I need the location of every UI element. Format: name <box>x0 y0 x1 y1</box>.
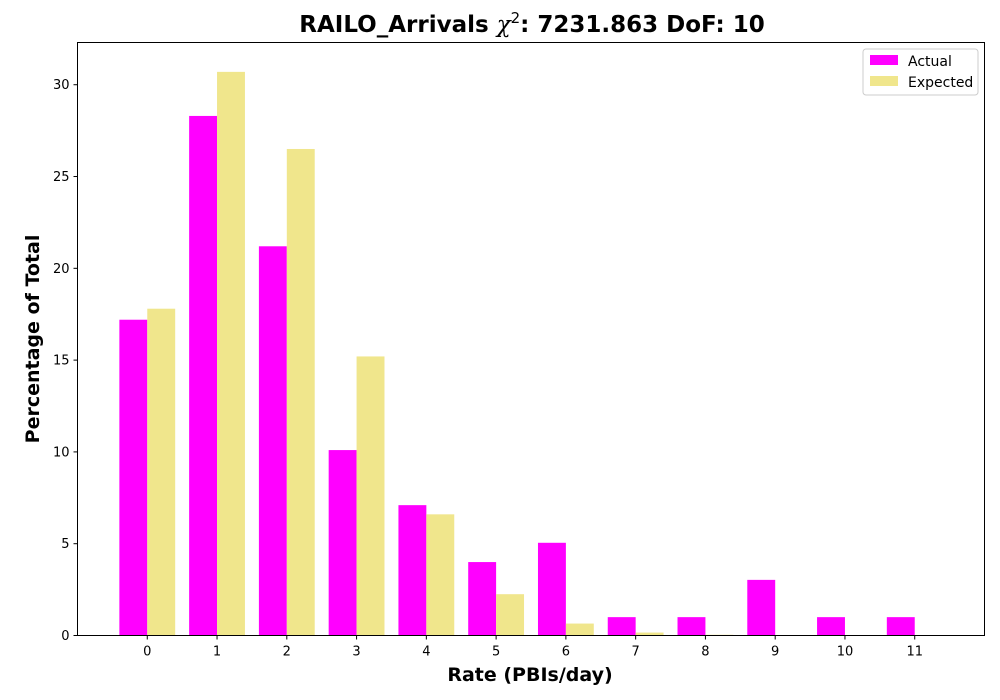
x-tick-label-1: 1 <box>213 645 221 660</box>
bar-actual-5 <box>468 562 497 636</box>
bar-expected-2 <box>286 148 315 636</box>
chart-title-superscript: 2 <box>511 9 521 27</box>
x-tick-label-8: 8 <box>701 645 709 660</box>
y-axis-ticks: 0 5 10 15 20 25 30 <box>53 78 78 644</box>
bar-actual-10 <box>817 617 845 636</box>
bar-actual-0 <box>119 319 148 636</box>
bar-actual-4 <box>398 505 427 636</box>
bar-actual-11 <box>886 617 915 636</box>
bar-actual-9 <box>747 579 776 636</box>
bar-actual-3 <box>328 450 357 636</box>
x-tick-label-3: 3 <box>352 645 360 660</box>
x-tick-label-10: 10 <box>837 645 854 660</box>
y-tick-label-30: 30 <box>53 78 70 93</box>
legend-swatch-expected <box>870 76 898 86</box>
x-tick-label-7: 7 <box>632 645 640 660</box>
legend-swatch-actual <box>870 55 898 65</box>
chart-title-chi-symbol: χ <box>495 12 513 38</box>
bar-expected-0 <box>147 308 176 636</box>
chart-title-prefix: RAILO_Arrivals <box>299 12 496 38</box>
bars-layer <box>119 71 915 636</box>
bar-expected-6 <box>565 623 594 636</box>
x-tick-label-5: 5 <box>492 645 500 660</box>
y-tick-label-10: 10 <box>53 445 70 460</box>
chart-title-suffix: : 7231.863 DoF: 10 <box>520 12 765 38</box>
x-tick-label-0: 0 <box>143 645 151 660</box>
legend-label-expected: Expected <box>908 75 973 91</box>
y-tick-label-20: 20 <box>53 262 70 277</box>
bar-actual-8 <box>677 617 706 636</box>
bar-expected-4 <box>426 514 455 636</box>
bar-actual-1 <box>189 115 218 636</box>
bar-expected-1 <box>217 71 245 636</box>
x-tick-label-11: 11 <box>906 645 923 660</box>
y-tick-label-25: 25 <box>53 170 70 185</box>
y-axis-label: Percentage of Total <box>22 235 44 444</box>
bar-actual-6 <box>537 542 566 636</box>
x-tick-label-2: 2 <box>283 645 291 660</box>
x-tick-label-6: 6 <box>562 645 570 660</box>
bar-expected-7 <box>635 632 664 636</box>
y-tick-label-0: 0 <box>61 629 69 644</box>
bar-expected-5 <box>496 594 525 636</box>
y-tick-label-15: 15 <box>53 354 70 369</box>
x-tick-label-4: 4 <box>422 645 430 660</box>
x-axis-label: Rate (PBIs/day) <box>447 664 612 686</box>
legend-label-actual: Actual <box>908 54 952 70</box>
plot-frame <box>77 42 985 636</box>
y-tick-label-5: 5 <box>61 537 69 552</box>
bar-expected-3 <box>356 356 385 636</box>
bar-actual-7 <box>607 617 636 636</box>
x-axis-ticks: 0 1 2 3 4 5 6 7 8 9 10 11 <box>143 635 923 660</box>
x-tick-label-9: 9 <box>771 645 779 660</box>
legend: Actual Expected <box>862 48 979 96</box>
chart-title: RAILO_Arrivals χ2: 7231.863 DoF: 10 <box>299 9 764 38</box>
bar-actual-2 <box>258 246 287 636</box>
